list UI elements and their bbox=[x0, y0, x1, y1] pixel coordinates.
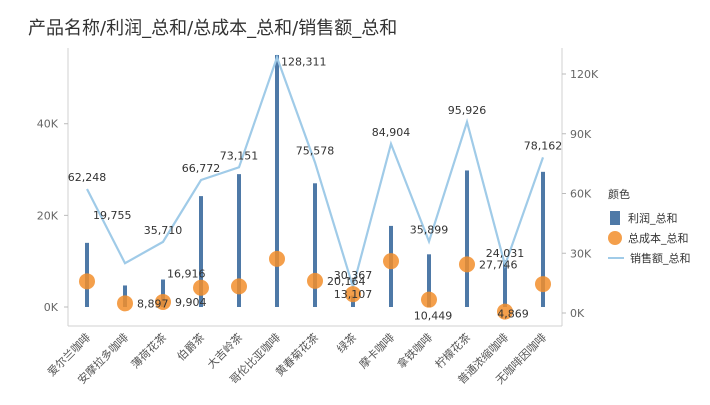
cost-dot bbox=[155, 293, 171, 310]
right-tick-label: 30K bbox=[570, 247, 592, 260]
data-label: 10,449 bbox=[414, 310, 453, 323]
legend-label: 销售额_总和 bbox=[630, 252, 691, 265]
cost-dot bbox=[421, 291, 437, 308]
profit-bar bbox=[313, 183, 317, 307]
profit-bar bbox=[541, 171, 545, 307]
profit-bar bbox=[503, 260, 507, 307]
data-label: 95,926 bbox=[448, 104, 487, 117]
legend-title: 颜色 bbox=[608, 188, 630, 201]
legend-swatch-dot bbox=[608, 231, 622, 245]
category-label: 伯爵茶 bbox=[174, 330, 207, 363]
category-label: 摩卡咖啡 bbox=[356, 330, 397, 371]
cost-dot bbox=[383, 253, 399, 270]
data-label: 62,248 bbox=[68, 171, 107, 184]
profit-bar bbox=[199, 196, 203, 307]
legend-swatch-line bbox=[608, 257, 624, 259]
sales-line bbox=[86, 54, 545, 291]
data-label: 35,710 bbox=[144, 224, 183, 237]
data-label: 13,107 bbox=[334, 288, 373, 301]
data-label: 4,869 bbox=[497, 308, 529, 321]
data-label: 78,162 bbox=[524, 139, 563, 152]
category-label: 绿茶 bbox=[334, 330, 359, 355]
legend: 颜色 利润_总和 总成本_总和 销售额_总和 bbox=[608, 186, 691, 268]
cost-dot bbox=[497, 303, 513, 320]
profit-bar bbox=[427, 254, 431, 307]
data-label: 16,916 bbox=[167, 268, 206, 281]
category-label: 薄荷花茶 bbox=[128, 330, 169, 371]
data-label: 20,164 bbox=[327, 275, 366, 288]
profit-bar bbox=[237, 174, 241, 307]
right-tick-label: 0K bbox=[570, 307, 585, 320]
chart-title: 产品名称/利润_总和/总成本_总和/销售额_总和 bbox=[28, 18, 398, 39]
data-label: 8,897 bbox=[137, 297, 169, 310]
data-label: 73,151 bbox=[220, 149, 259, 162]
cost-dot bbox=[79, 273, 95, 290]
cost-dot bbox=[459, 256, 475, 273]
cost-dot bbox=[345, 286, 361, 303]
data-label: 128,311 bbox=[281, 55, 327, 68]
data-label: 19,755 bbox=[93, 209, 132, 222]
data-label: 66,772 bbox=[182, 162, 221, 175]
left-tick-label: 0K bbox=[44, 301, 59, 314]
cost-dot bbox=[117, 295, 133, 312]
data-label: 27,746 bbox=[479, 258, 518, 271]
data-label: 9,904 bbox=[175, 296, 207, 309]
legend-item-cost[interactable]: 总成本_总和 bbox=[608, 228, 691, 248]
right-tick-label: 120K bbox=[570, 68, 599, 81]
cost-dot bbox=[269, 250, 285, 267]
left-tick-label: 20K bbox=[37, 209, 59, 222]
legend-item-profit[interactable]: 利润_总和 bbox=[608, 208, 691, 228]
profit-bar bbox=[161, 279, 165, 307]
right-tick-label: 90K bbox=[570, 128, 592, 141]
cost-dot bbox=[231, 278, 247, 295]
legend-item-sales[interactable]: 销售额_总和 bbox=[608, 248, 691, 268]
cost-dot bbox=[307, 272, 323, 289]
data-label: 35,899 bbox=[410, 224, 449, 237]
legend-label: 利润_总和 bbox=[628, 212, 678, 225]
left-tick-label: 40K bbox=[37, 118, 59, 131]
profit-bar bbox=[465, 170, 469, 307]
cost-dot bbox=[535, 276, 551, 293]
legend-label: 总成本_总和 bbox=[628, 232, 689, 245]
data-label: 75,578 bbox=[296, 144, 335, 157]
cost-dot bbox=[193, 279, 209, 296]
category-label: 拿铁咖啡 bbox=[394, 330, 435, 371]
profit-bar bbox=[275, 55, 279, 307]
data-label: 24,031 bbox=[486, 247, 525, 260]
data-label: 84,904 bbox=[372, 126, 411, 139]
data-label: 30,367 bbox=[334, 269, 373, 282]
legend-swatch-bar bbox=[610, 211, 620, 225]
right-tick-label: 60K bbox=[570, 188, 592, 201]
